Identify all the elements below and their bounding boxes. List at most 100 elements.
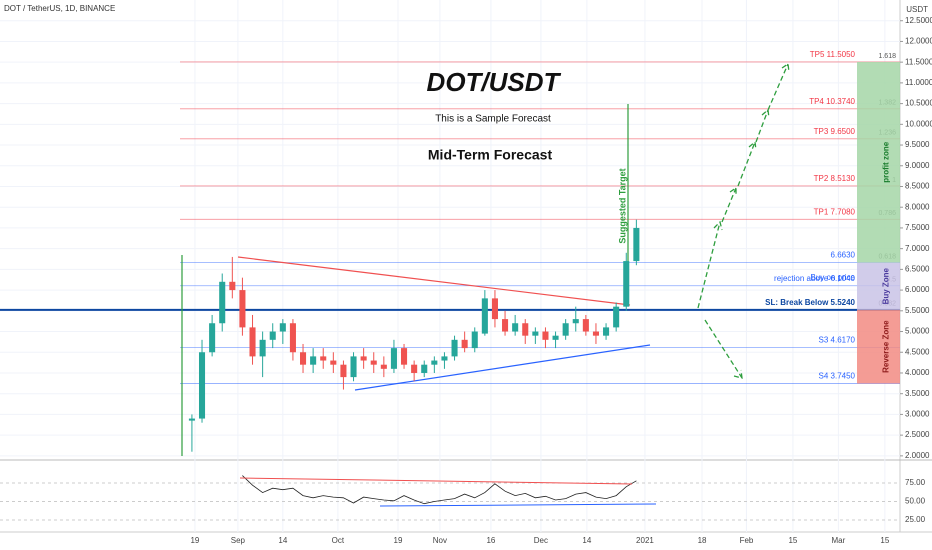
x-tick-label: 14 [582,536,591,545]
x-tick-label: 15 [788,536,797,545]
level-label: SL: Break Below 5.5240 [765,298,855,307]
candles [188,219,640,452]
rsi-tick-label: 75.00 [905,478,926,487]
y-tick-label: 5.5000 [905,306,930,315]
candle-body [542,331,549,340]
candle-body [390,348,397,369]
level-label: TP4 10.3740 [809,97,855,106]
rsi-pane: 25.00 50.00 75.00 [0,475,926,524]
candle-body [249,327,256,357]
y-tick-label: 3.5000 [905,389,930,398]
y-tick-label: 10.0000 [905,119,932,128]
level-label: rejection above 6.1040 [774,274,856,283]
candle-body [279,323,286,332]
candle-body [552,335,559,340]
candle-body [623,261,630,307]
candle-body [259,339,266,357]
zone [857,262,900,310]
candle-body [633,227,640,262]
y-tick-label: 2.0000 [905,451,930,460]
arrow [767,62,790,111]
level-label: S3 4.6170 [819,336,856,345]
candle-body [340,364,347,378]
y-tick-label: 4.5000 [905,347,930,356]
candle-body [310,356,317,365]
y-tick-label: 5.0000 [905,327,930,336]
x-tick-label: Oct [332,536,345,545]
level-label: TP5 11.5050 [810,50,856,59]
trend-line-resistance [237,256,631,306]
y-tick-label: 9.5000 [905,140,930,149]
candle-body [289,323,296,353]
rsi-line [242,475,637,505]
zone [857,309,900,384]
candle-body [522,323,529,336]
candle-body [441,356,448,361]
candle-body [603,327,610,336]
rsi-trend [239,477,633,485]
level-label: S4 3.7450 [819,372,856,381]
rsi-tick-label: 50.00 [905,497,926,506]
y-tick-label: 11.0000 [905,78,932,87]
symbol-header: DOT / TetherUS, 1D, BINANCE [4,4,115,13]
arrow [704,319,743,379]
y-tick-label: 3.0000 [905,410,930,419]
candle-body [471,331,478,349]
candle-body [219,281,226,324]
arrow [697,220,723,309]
zone-label: Reverse Zone [882,320,891,373]
y-tick-label: 10.5000 [905,99,932,108]
candle-body [198,352,206,419]
y-tick-label: 11.5000 [905,57,932,66]
chart-title: DOT/USDT [427,67,562,97]
candle-body [562,323,569,336]
y-tick-label: 2.5000 [905,430,930,439]
x-tick-label: 2021 [636,536,654,545]
candle-body [613,306,620,328]
candle-body [269,331,276,340]
zone-label: profit zone [882,141,891,182]
rsi-tick-label: 25.00 [905,515,926,524]
arrow [721,186,737,223]
candle-body [491,298,498,320]
candle-body [592,331,599,336]
y-tick-label: 6.0000 [905,285,930,294]
candle-body [239,290,246,328]
subtitle: This is a Sample Forecast [435,114,551,125]
y-tick-label: 9.0000 [905,161,930,170]
fib-label: 1.618 [878,53,896,60]
forecast-arrows [697,62,790,379]
buy-label: Buy on price [811,273,856,282]
level-label: TP2 8.5130 [814,174,856,183]
y-tick-label: 12.5000 [905,16,932,25]
candle-body [532,331,539,336]
y-tick-label: 4.0000 [905,368,930,377]
candle-body [320,356,327,361]
trend-line-support [354,344,651,391]
y-tick-label: 8.5000 [905,182,930,191]
x-tick-label: Nov [433,536,447,545]
level-label: 6.6630 [831,251,856,260]
level-label: TP1 7.7080 [814,207,856,216]
zone-label: Buy Zone [882,267,891,304]
target-label: Suggested Target [617,168,627,243]
x-tick-label: 19 [394,536,403,545]
candle-body [370,360,377,365]
x-tick-label: 15 [880,536,889,545]
candle-body [188,418,195,421]
arrow [737,140,757,187]
x-tick-label: 18 [698,536,707,545]
x-tick-label: 16 [486,536,495,545]
y-tick-label: 7.5000 [905,223,930,232]
level-label: TP3 9.6500 [814,127,856,136]
candle-body [209,323,216,353]
candle-body [431,360,438,365]
y-tick-label: 12.0000 [905,37,932,46]
candle-body [572,319,579,324]
candle-body [421,364,428,373]
annotation: Mid-Term Forecast [428,147,553,163]
candle-body [360,356,367,361]
x-tick-label: Dec [534,536,548,545]
y-tick-label: 6.5000 [905,264,930,273]
